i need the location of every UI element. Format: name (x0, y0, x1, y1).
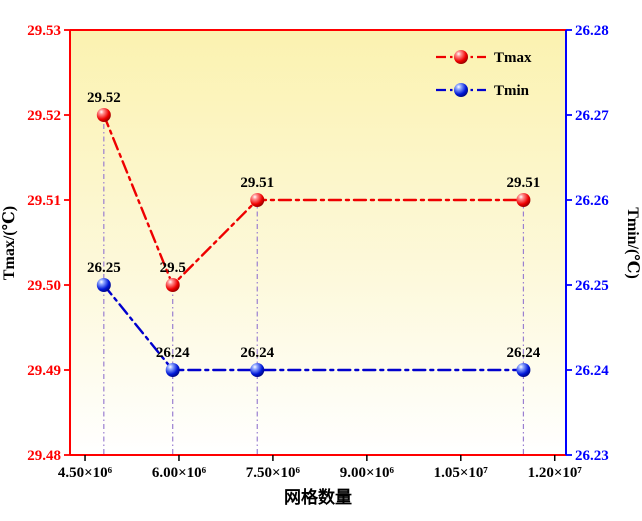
right-tick-label: 26.28 (575, 23, 609, 39)
point-label: 29.51 (507, 175, 541, 191)
right-tick-label: 26.23 (575, 448, 609, 464)
tmax-line (102, 113, 525, 288)
x-axis-title: 网格数量 (284, 487, 352, 507)
right-tick-label: 26.25 (575, 278, 609, 294)
point-label: 29.52 (87, 90, 121, 106)
left-tick-label: 29.49 (27, 363, 61, 379)
right-tick-label: 26.24 (575, 363, 609, 379)
left-tick-label: 29.51 (27, 193, 61, 209)
right-tick-label: 26.27 (575, 108, 609, 124)
left-axis-title: Tmax/(℃) (1, 206, 18, 280)
x-tick-label: 9.00×10⁶ (340, 465, 395, 481)
tmin-point (516, 363, 531, 377)
tmin-point (250, 363, 265, 377)
left-tick-label: 29.50 (27, 278, 61, 294)
point-label: 26.24 (240, 345, 274, 361)
point-label: 29.5 (160, 260, 186, 276)
x-tick-label: 1.05×10⁷ (434, 465, 489, 481)
legend: Tmax Tmin (436, 50, 532, 99)
right-axis-title: Tmin/(℃) (624, 207, 641, 279)
tmin-line (102, 283, 525, 372)
x-tick-label: 1.20×10⁷ (528, 465, 583, 481)
left-tick-label: 29.52 (27, 108, 61, 124)
right-tick-label: 26.26 (575, 193, 609, 209)
legend-label: Tmin (494, 83, 530, 99)
tmin-point (96, 278, 111, 292)
point-label: 26.24 (507, 345, 541, 361)
tmax-point (165, 278, 180, 292)
left-tick-label: 29.53 (27, 23, 61, 39)
legend-marker (454, 50, 468, 64)
legend-marker (454, 83, 468, 97)
tmax-point (96, 108, 111, 122)
plot-background (70, 30, 566, 455)
x-tick-label: 6.00×10⁶ (152, 465, 207, 481)
point-label: 26.24 (156, 345, 190, 361)
x-tick-label: 4.50×10⁶ (58, 465, 113, 481)
x-tick-label: 7.50×10⁶ (246, 465, 301, 481)
legend-label: Tmax (494, 50, 532, 66)
left-tick-label: 29.48 (27, 448, 61, 464)
point-label: 26.25 (87, 260, 121, 276)
tmax-point (250, 193, 265, 207)
tmax-point (516, 193, 531, 207)
tmin-point (165, 363, 180, 377)
point-label: 29.51 (240, 175, 274, 191)
